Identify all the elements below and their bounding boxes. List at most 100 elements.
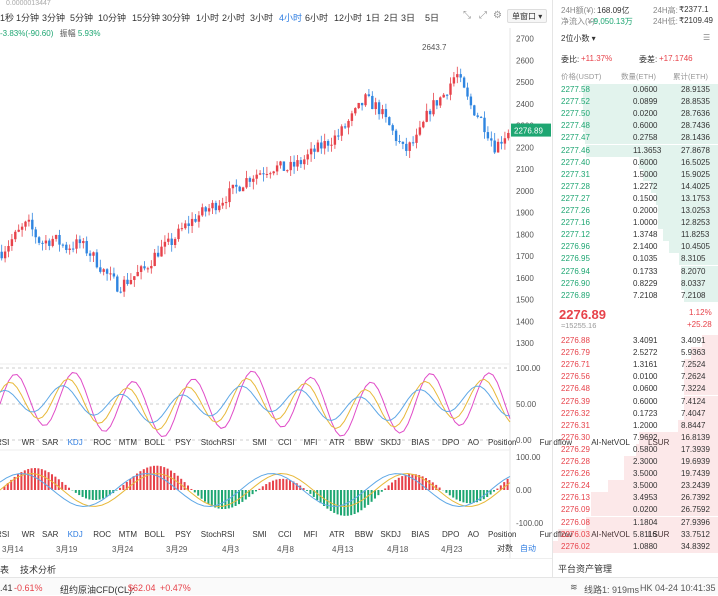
- tf-11[interactable]: 6小时: [305, 11, 328, 24]
- indicator-sar[interactable]: SAR: [42, 530, 58, 539]
- tf-13[interactable]: 1日: [366, 11, 380, 24]
- indicator-bbw[interactable]: BBW: [355, 530, 373, 539]
- indicator-atr[interactable]: ATR: [329, 438, 344, 447]
- tf-0[interactable]: 1秒: [0, 11, 14, 24]
- indicator-rsi[interactable]: RSI: [0, 438, 9, 447]
- indicator-psy[interactable]: PSY: [175, 530, 191, 539]
- tf-7[interactable]: 1小时: [196, 11, 219, 24]
- expand-icon[interactable]: ⤡: [463, 10, 471, 21]
- tf-9[interactable]: 3小时: [250, 11, 273, 24]
- tf-10[interactable]: 4小时: [279, 11, 302, 24]
- indicator-bbw[interactable]: BBW: [355, 438, 373, 447]
- indicator-stochrsi[interactable]: StochRSI: [201, 438, 235, 447]
- indicator-roc[interactable]: ROC: [93, 438, 111, 447]
- indicator-cci[interactable]: CCI: [278, 438, 292, 447]
- price-chart[interactable]: 2700260025002400230022002100200019001800…: [0, 28, 552, 588]
- indicator-bias[interactable]: BIAS: [411, 530, 429, 539]
- tf-14[interactable]: 2日: [384, 11, 398, 24]
- auto-scale-button[interactable]: 自动: [520, 543, 536, 554]
- tf-12[interactable]: 12小时: [334, 11, 362, 24]
- tf-3[interactable]: 5分钟: [70, 11, 93, 24]
- indicator-cci[interactable]: CCI: [278, 530, 292, 539]
- tf-2[interactable]: 3分钟: [42, 11, 65, 24]
- indicator-smi[interactable]: SMI: [252, 530, 266, 539]
- tab-technical[interactable]: 技术分析: [20, 563, 56, 576]
- indicator-mfi[interactable]: MFI: [304, 438, 318, 447]
- indicator-roc[interactable]: ROC: [93, 530, 111, 539]
- indicator-kdj[interactable]: KDJ: [68, 530, 83, 539]
- fullscreen-icon[interactable]: ⤢: [479, 10, 487, 21]
- indicator-sar[interactable]: SAR: [42, 438, 58, 447]
- indicator-bias[interactable]: BIAS: [411, 438, 429, 447]
- tf-16[interactable]: 5日: [425, 11, 439, 24]
- indicator-wr[interactable]: WR: [22, 438, 35, 447]
- log-scale-button[interactable]: 对数: [497, 543, 513, 554]
- tf-6[interactable]: 30分钟: [162, 11, 190, 24]
- indicator-ao[interactable]: AO: [468, 530, 480, 539]
- indicator-position[interactable]: Position: [488, 530, 516, 539]
- indicator-skdj[interactable]: SKDJ: [380, 530, 400, 539]
- tf-8[interactable]: 2小时: [222, 11, 245, 24]
- indicator-psy[interactable]: PSY: [175, 438, 191, 447]
- indicator-kdj[interactable]: KDJ: [68, 438, 83, 447]
- indicator-rsi[interactable]: RSI: [0, 530, 9, 539]
- tf-5[interactable]: 15分钟: [132, 11, 160, 24]
- indicator-smi[interactable]: SMI: [252, 438, 266, 447]
- indicator-skdj[interactable]: SKDJ: [380, 438, 400, 447]
- indicator-ao[interactable]: AO: [468, 438, 480, 447]
- indicator-mtm[interactable]: MTM: [119, 530, 137, 539]
- indicator-dpo[interactable]: DPO: [442, 438, 459, 447]
- tf-4[interactable]: 10分钟: [98, 11, 126, 24]
- tf-1[interactable]: 1分钟: [16, 11, 39, 24]
- oil-name[interactable]: 纽约原油CFD(CL):: [60, 583, 135, 596]
- indicator-atr[interactable]: ATR: [329, 530, 344, 539]
- indicator-mfi[interactable]: MFI: [304, 530, 318, 539]
- indicator-mtm[interactable]: MTM: [119, 438, 137, 447]
- tab-table[interactable]: 表: [0, 563, 9, 576]
- indicator-boll[interactable]: BOLL: [144, 530, 164, 539]
- menu-icon[interactable]: ☰: [703, 33, 710, 42]
- settings-icon[interactable]: ⚙: [493, 10, 502, 21]
- indicator-wr[interactable]: WR: [22, 530, 35, 539]
- indicator-dpo[interactable]: DPO: [442, 530, 459, 539]
- indicator-stochrsi[interactable]: StochRSI: [201, 530, 235, 539]
- decimals-select[interactable]: 2位小数 ▾: [561, 33, 596, 44]
- indicator-boll[interactable]: BOLL: [144, 438, 164, 447]
- indicator-position[interactable]: Position: [488, 438, 516, 447]
